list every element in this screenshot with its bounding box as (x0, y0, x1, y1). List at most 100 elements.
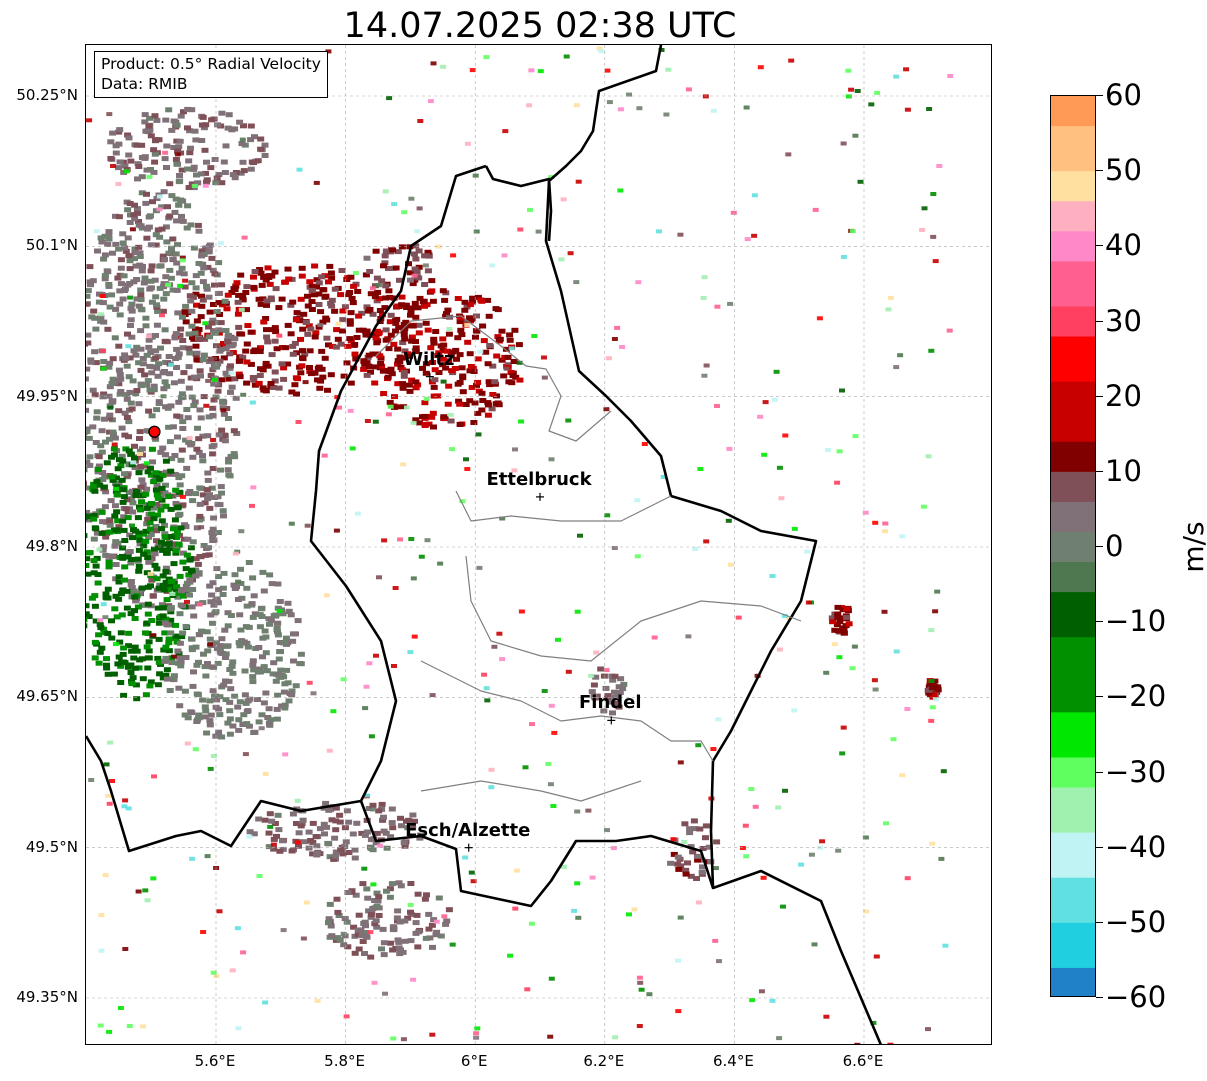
echo-pixel (323, 318, 330, 323)
echo-pixel (149, 199, 156, 204)
colorbar-band (1051, 773, 1096, 789)
echo-pixel (380, 369, 387, 374)
colorbar-band (1051, 201, 1096, 217)
echo-pixel (549, 977, 555, 981)
echo-pixel (203, 404, 209, 408)
colorbar-tick-mark (1096, 922, 1103, 923)
echo-pixel (407, 910, 414, 915)
echo-pixel (197, 407, 204, 412)
echo-pixel (123, 506, 130, 511)
echo-pixel (184, 600, 190, 604)
echo-pixel (460, 389, 467, 394)
echo-pixel (192, 491, 199, 496)
echo-pixel (445, 402, 452, 407)
echo-pixel (576, 180, 582, 184)
echo-pixel (293, 683, 300, 688)
echo-pixel (702, 835, 709, 840)
echo-pixel (389, 371, 396, 376)
echo-pixel (116, 127, 123, 132)
echo-pixel (217, 651, 224, 656)
colorbar-band (1051, 863, 1096, 879)
echo-pixel (473, 1036, 479, 1040)
echo-pixel (823, 1015, 829, 1019)
echo-pixel (120, 660, 127, 665)
echo-pixel (298, 297, 305, 302)
colorbar-band (1051, 352, 1096, 368)
echo-pixel (197, 368, 204, 373)
echo-pixel (169, 257, 176, 262)
echo-pixel (542, 376, 548, 380)
colorbar-band (1051, 682, 1096, 698)
echo-pixel (86, 550, 92, 555)
echo-pixel (189, 637, 196, 642)
colorbar-band (1051, 216, 1096, 232)
echo-pixel (124, 415, 131, 420)
echo-pixel (153, 302, 160, 307)
echo-pixel (261, 589, 268, 594)
echo-pixel (703, 94, 709, 98)
echo-pixel (266, 831, 273, 836)
radar-map[interactable] (85, 44, 992, 1045)
echo-pixel (149, 459, 156, 464)
echo-pixel (428, 278, 435, 283)
echo-pixel (149, 263, 156, 268)
echo-pixel (437, 562, 443, 566)
echo-pixel (381, 538, 387, 542)
echo-pixel (493, 354, 500, 359)
echo-pixel (189, 604, 196, 609)
echo-pixel (184, 226, 191, 231)
echo-pixel (153, 118, 160, 123)
echo-pixel (87, 279, 94, 284)
echo-pixel (785, 152, 791, 156)
echo-pixel (227, 686, 234, 691)
echo-pixel (410, 324, 417, 329)
echo-pixel (119, 546, 126, 551)
echo-pixel (188, 545, 195, 550)
echo-pixel (290, 812, 297, 817)
echo-pixel (122, 798, 128, 802)
echo-pixel (226, 708, 233, 713)
echo-pixel (120, 487, 127, 492)
echo-pixel (777, 466, 783, 470)
echo-pixel (128, 401, 135, 406)
echo-pixel (929, 679, 935, 683)
echo-pixel (905, 876, 911, 880)
echo-pixel (150, 876, 156, 880)
echo-pixel (846, 621, 853, 626)
echo-pixel (740, 846, 746, 850)
echo-pixel (118, 591, 125, 596)
echo-pixel (235, 926, 241, 930)
echo-pixel (390, 1037, 396, 1041)
echo-pixel (188, 568, 195, 573)
echo-pixel (264, 668, 271, 673)
echo-pixel (421, 304, 428, 309)
map-canvas[interactable] (86, 45, 992, 1045)
echo-pixel (206, 506, 213, 511)
echo-pixel (388, 313, 395, 318)
echo-pixel (412, 267, 419, 272)
echo-pixel (331, 836, 338, 841)
echo-pixel (246, 835, 252, 839)
echo-pixel (240, 393, 246, 397)
echo-pixel (202, 674, 209, 679)
echo-pixel (696, 827, 703, 832)
echo-pixel (188, 280, 195, 285)
echo-pixel (135, 164, 142, 169)
echo-pixel (941, 769, 947, 773)
echo-pixel (206, 718, 213, 723)
echo-pixel (107, 156, 114, 161)
echo-pixel (262, 635, 269, 640)
echo-pixel (219, 400, 226, 405)
echo-pixel (710, 747, 716, 751)
echo-pixel (240, 160, 247, 165)
echo-pixel (223, 143, 230, 148)
echo-pixel (449, 447, 455, 451)
echo-pixel (145, 345, 152, 350)
echo-pixel (148, 285, 155, 290)
echo-pixel (699, 870, 706, 875)
echo-pixel (198, 138, 205, 143)
echo-pixel (464, 340, 471, 345)
echo-pixel (125, 434, 132, 439)
echo-pixel (138, 368, 145, 373)
echo-pixel (166, 637, 173, 642)
